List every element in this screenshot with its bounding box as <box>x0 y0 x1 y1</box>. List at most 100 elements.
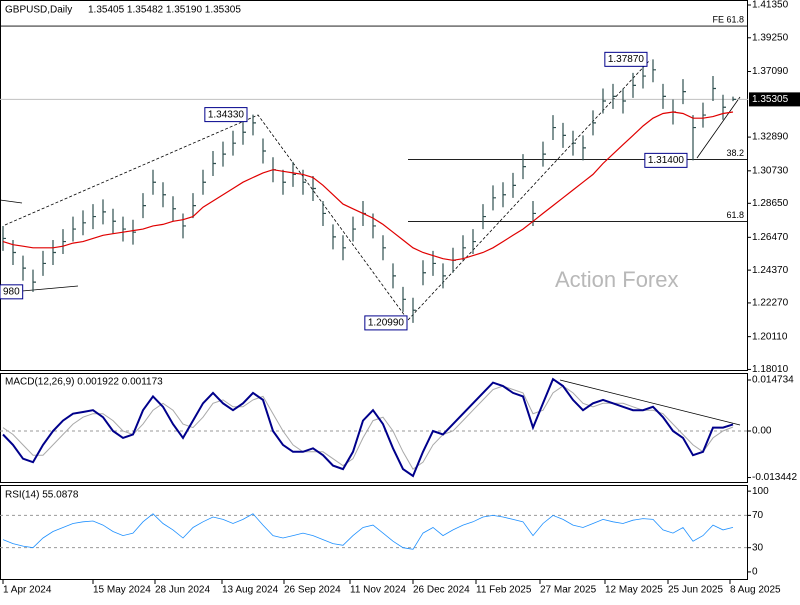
y-tick-label: 1.26470 <box>752 232 789 243</box>
ohlc-bar <box>102 199 106 225</box>
annotation-box <box>0 284 24 300</box>
ohlc-bar <box>632 72 636 98</box>
ohlc-bar <box>132 219 136 245</box>
ohlc-bar <box>552 115 556 141</box>
ohlc-bar <box>2 225 6 251</box>
ohlc-bar <box>602 88 606 114</box>
x-tick-label: 11 Feb 2025 <box>476 585 532 596</box>
ohlc-bar <box>392 263 396 289</box>
ohlc-bar <box>422 260 426 286</box>
ohlc-bar <box>342 235 346 261</box>
trendline <box>0 199 23 204</box>
x-tick-label: 13 Aug 2024 <box>222 585 279 596</box>
ohlc-bar <box>292 161 296 187</box>
ohlc-bar <box>42 250 46 276</box>
fib-label: 38.2 <box>726 148 744 158</box>
price-pane <box>0 0 748 371</box>
ohlc-bar <box>462 235 466 261</box>
y-tick-label: 1.28650 <box>752 198 789 209</box>
y-tick-label: 1.39250 <box>752 32 789 43</box>
annotation-box <box>644 152 688 168</box>
ohlc-bar <box>32 269 36 292</box>
ohlc-bar <box>542 141 546 167</box>
y-tick-label: 1.20110 <box>752 331 788 342</box>
ohlc-bar <box>202 169 206 195</box>
ohlc-bar <box>402 286 406 312</box>
ohlc-bar <box>162 182 166 208</box>
annotation-box <box>204 107 248 123</box>
fib-label: 61.8 <box>726 210 744 220</box>
ohlc-bar <box>662 83 666 109</box>
x-tick-label: 15 May 2024 <box>93 585 151 596</box>
ohlc-bar <box>92 204 96 230</box>
ohlc-bar <box>472 229 476 255</box>
y-tick-label: 1.24370 <box>752 265 789 276</box>
trendline <box>21 285 79 292</box>
signal-line <box>2 385 734 470</box>
ohlc-bar <box>722 94 726 120</box>
y-tick-label: 70 <box>752 510 764 521</box>
ohlc-bar <box>152 169 156 195</box>
ohlc-bar <box>282 169 286 195</box>
ohlc-bar <box>572 130 576 156</box>
y-tick-label: 0 <box>752 567 758 578</box>
ohlc-bar <box>732 96 736 102</box>
x-tick-label: 8 Aug 2025 <box>730 585 781 596</box>
macd-title: MACD(12,26,9) 0.001922 0.001173 <box>5 377 163 388</box>
ohlc-bar <box>532 200 536 226</box>
ohlc-bar <box>622 88 626 114</box>
ohlc-bar <box>322 200 326 226</box>
ohlc-bar <box>222 141 226 167</box>
ohlc-bar <box>52 239 56 265</box>
ohlc-bar <box>522 154 526 180</box>
x-tick-label: 11 Nov 2024 <box>350 585 406 596</box>
y-tick-label: 1.37090 <box>752 66 789 77</box>
macd-pane <box>0 373 748 483</box>
y-tick-label: 0.00 <box>752 426 772 437</box>
ohlc-bar <box>12 239 16 265</box>
y-tick-label: 1.18010 <box>752 364 789 375</box>
macd-line <box>2 377 734 478</box>
ohlc-bar <box>592 110 596 136</box>
y-tick-label: 30 <box>752 542 764 553</box>
fib-label: FE 61.8 <box>712 14 744 24</box>
ohlc-bar <box>112 208 116 234</box>
ohlc-bar <box>562 122 566 148</box>
annotation-label: 1.20990 <box>368 318 405 329</box>
ohlc-bar <box>382 235 386 261</box>
macd-trendline <box>559 379 741 426</box>
ohlc-bar <box>22 255 26 281</box>
ohlc-bar <box>432 250 436 276</box>
ohlc-bar <box>182 213 186 239</box>
ohlc-bar <box>242 119 246 145</box>
x-tick-label: 26 Sep 2024 <box>284 585 341 596</box>
annotation-box <box>604 51 648 67</box>
ohlc-bar <box>442 263 446 289</box>
y-tick-label: 1.32890 <box>752 132 789 143</box>
quote: 1.35405 1.35482 1.35190 1.35305 <box>88 5 241 16</box>
ohlc-bar <box>612 83 616 109</box>
y-tick-label: 100 <box>752 486 769 497</box>
ohlc-bar <box>312 175 316 201</box>
x-tick-label: 25 Jun 2025 <box>668 585 723 596</box>
ohlc-bar <box>232 130 236 156</box>
y-tick-label: 0.014734 <box>752 375 794 386</box>
current-price-box <box>749 92 800 107</box>
rsi-pane <box>0 485 748 580</box>
annotation-label: 1.31400 <box>648 155 685 166</box>
x-tick-label: 1 Apr 2024 <box>3 585 52 596</box>
annotation-box <box>364 315 408 331</box>
current-price-label: 1.35305 <box>752 94 789 105</box>
ohlc-bar <box>702 102 706 128</box>
ohlc-bar <box>122 216 126 242</box>
ohlc-bar <box>192 193 196 219</box>
y-tick-label: 1.41350 <box>752 0 789 11</box>
ohlc-bar <box>212 150 216 176</box>
x-tick-label: 26 Dec 2024 <box>413 585 470 596</box>
ohlc-bar <box>642 63 646 89</box>
ohlc-bar <box>692 115 696 161</box>
y-tick-label: 1.30730 <box>752 165 789 176</box>
ohlc-bar <box>482 204 486 230</box>
x-tick-label: 27 Mar 2025 <box>540 585 597 596</box>
